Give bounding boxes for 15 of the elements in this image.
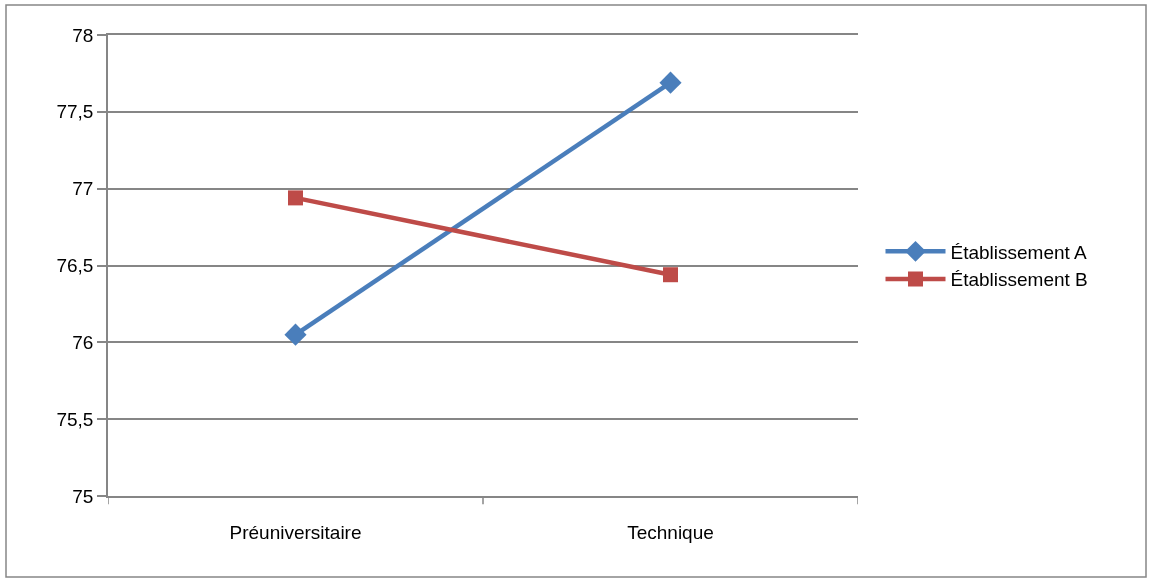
y-tick-label: 78 bbox=[72, 24, 94, 46]
x-tick-label: Technique bbox=[627, 521, 714, 543]
legend-label: Établissement A bbox=[950, 241, 1088, 263]
y-tick-label: 75 bbox=[72, 485, 94, 507]
point bbox=[288, 190, 303, 206]
y-tick-label: 77,5 bbox=[56, 101, 94, 123]
point bbox=[284, 323, 307, 346]
x-tick-label: Préuniversitaire bbox=[229, 521, 362, 543]
y-tick-label: 76,5 bbox=[56, 255, 94, 277]
y-tick-label: 75,5 bbox=[56, 408, 94, 430]
legend-label: Établissement B bbox=[950, 269, 1088, 291]
point bbox=[663, 267, 678, 283]
point bbox=[659, 71, 682, 94]
y-tick-label: 76 bbox=[72, 331, 94, 353]
y-tick-label: 77 bbox=[72, 178, 94, 200]
